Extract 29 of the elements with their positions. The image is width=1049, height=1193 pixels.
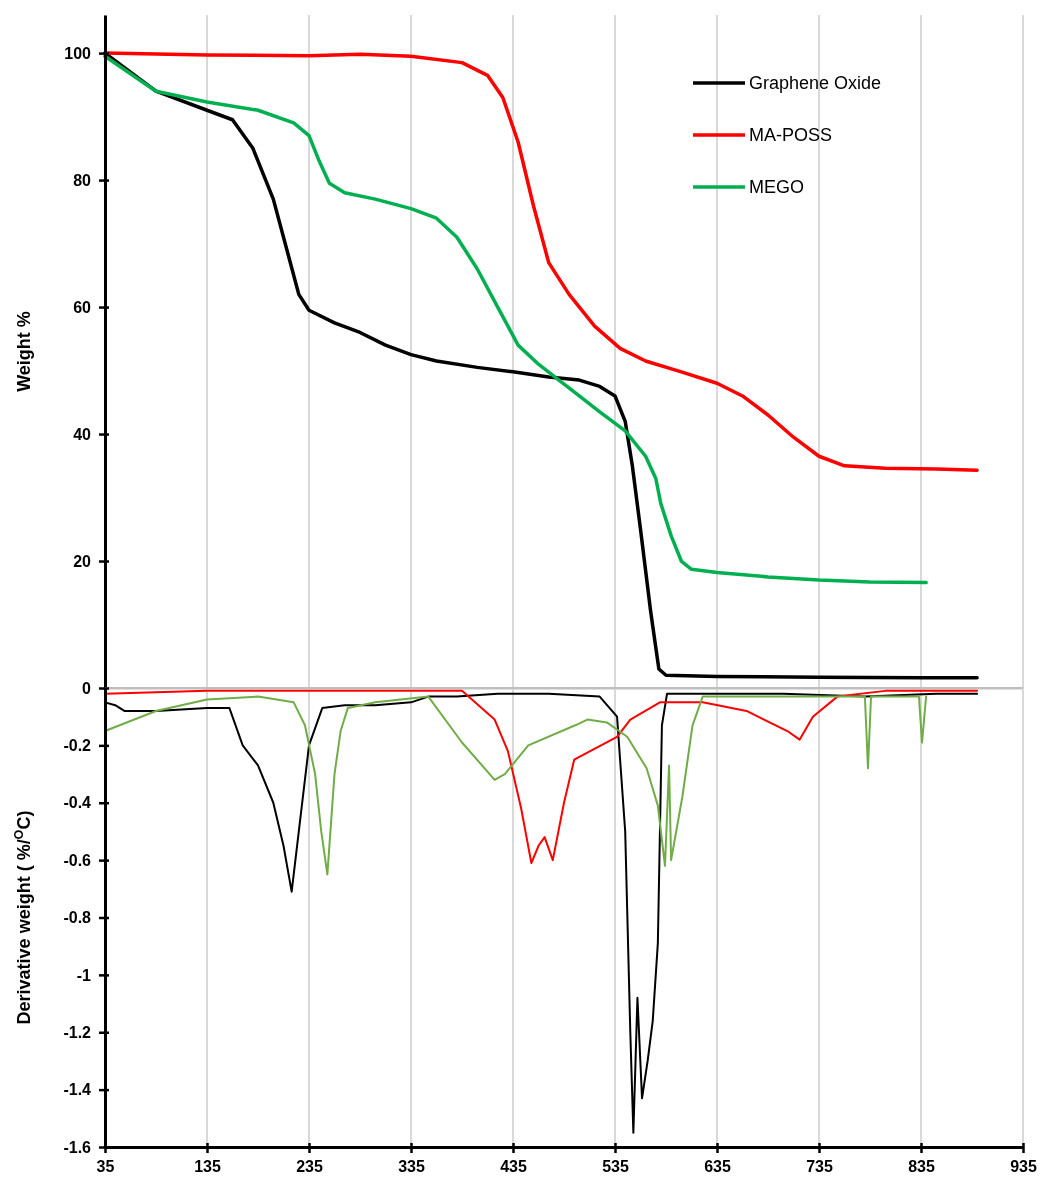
y-tick-label: 80 — [73, 171, 92, 189]
x-tick-label: 135 — [194, 1158, 221, 1176]
y-axis-title: Weight % — [14, 311, 34, 392]
x-tick-label: 535 — [602, 1158, 629, 1176]
y-tick-label: -1.4 — [63, 1081, 92, 1099]
y-tick-label: -1.2 — [63, 1023, 92, 1041]
x-tick-label: 635 — [704, 1158, 731, 1176]
y-tick-label: -1 — [76, 966, 92, 984]
x-tick-label: 835 — [908, 1158, 935, 1176]
legend-label: Graphene Oxide — [749, 73, 882, 93]
x-tick-label: 335 — [398, 1158, 425, 1176]
y-tick-label: -1.6 — [63, 1138, 92, 1156]
y-tick-label: -0.6 — [63, 851, 92, 869]
y-tick-label: 0 — [82, 679, 92, 697]
x-tick-label: 735 — [806, 1158, 833, 1176]
y-tick-label: 60 — [73, 298, 92, 316]
y-tick-label: 40 — [73, 425, 92, 443]
y-tick-label: -0.4 — [63, 794, 92, 812]
y-tick-label: -0.8 — [63, 909, 92, 927]
x-tick-label: 435 — [500, 1158, 527, 1176]
x-tick-label: 35 — [96, 1158, 115, 1176]
legend-label: MA-POSS — [749, 125, 833, 145]
legend-label: MEGO — [749, 177, 805, 197]
x-tick-label: 935 — [1010, 1158, 1037, 1176]
y-tick-label: -0.2 — [63, 736, 92, 754]
x-tick-label: 235 — [296, 1158, 323, 1176]
y-tick-label: 20 — [73, 552, 92, 570]
line-series — [103, 54, 928, 585]
y-tick-label: 100 — [64, 44, 92, 62]
